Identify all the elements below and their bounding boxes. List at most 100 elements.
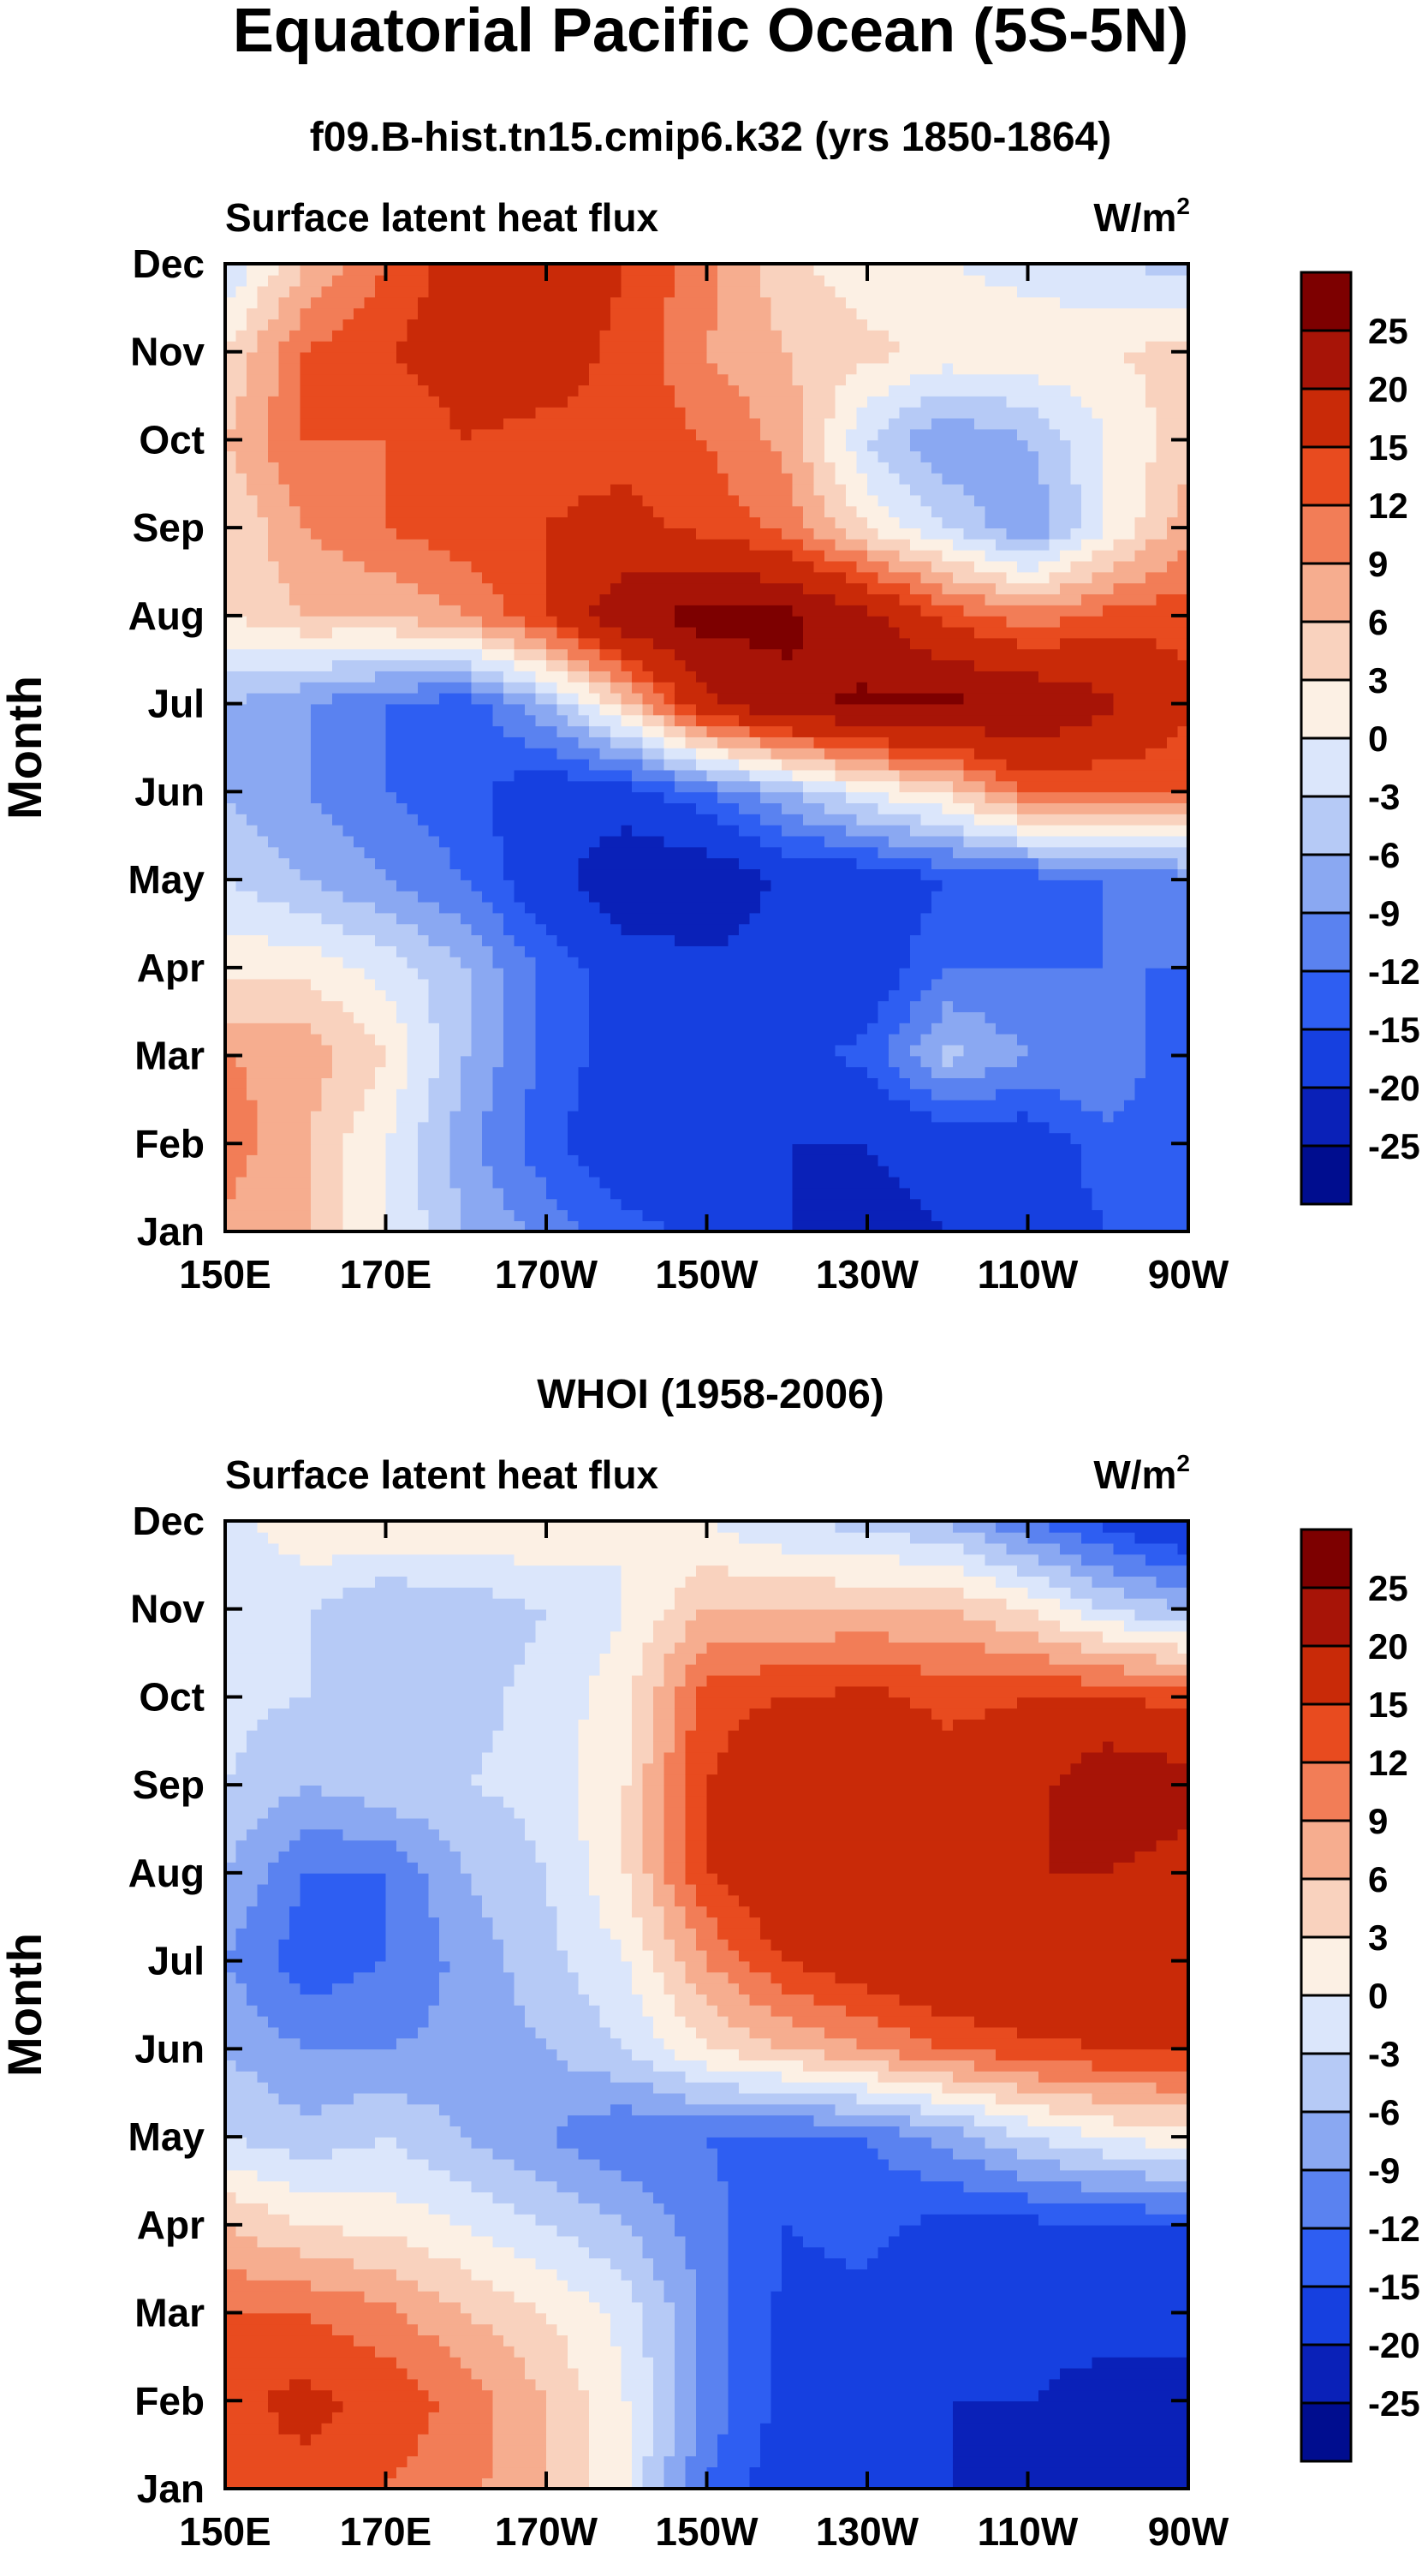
heatmap-cell (428, 560, 440, 573)
heatmap-cell (257, 1000, 269, 1012)
heatmap-cell (428, 615, 440, 628)
heatmap-cell (354, 626, 366, 639)
heatmap-cell (760, 560, 772, 573)
heatmap-cell (621, 1066, 633, 1079)
heatmap-cell (803, 814, 815, 826)
heatmap-cell (461, 385, 473, 397)
heatmap-cell (760, 967, 772, 980)
heatmap-cell (289, 516, 301, 528)
heatmap-cell (268, 330, 280, 342)
heatmap-cell (589, 528, 601, 540)
heatmap-cell (525, 1110, 537, 1123)
heatmap-cell (770, 835, 782, 848)
heatmap-cell (461, 528, 473, 540)
heatmap-cell (621, 791, 633, 803)
heatmap-cell (728, 483, 740, 496)
heatmap-cell (225, 516, 237, 528)
heatmap-cell (675, 615, 687, 628)
heatmap-cell (364, 362, 376, 375)
heatmap-cell (824, 1023, 836, 1035)
heatmap-cell (525, 648, 537, 661)
heatmap-cell (332, 824, 344, 837)
heatmap-cell (300, 934, 312, 946)
heatmap-cell (332, 814, 344, 826)
heatmap-cell (546, 1132, 558, 1145)
heatmap-cell (482, 1088, 494, 1100)
heatmap-cell (696, 901, 708, 914)
heatmap-cell (546, 846, 558, 859)
heatmap-cell (653, 780, 665, 793)
heatmap-cell (471, 307, 483, 319)
heatmap-cell (342, 307, 354, 319)
heatmap-cell (225, 1044, 237, 1057)
heatmap-cell (268, 725, 280, 737)
heatmap-cell (589, 1099, 601, 1112)
heatmap-cell (449, 1033, 461, 1046)
heatmap-cell (514, 780, 526, 793)
heatmap-cell (418, 835, 430, 848)
heatmap-cell (589, 615, 601, 628)
heatmap-cell (556, 648, 568, 661)
heatmap-cell (578, 758, 590, 771)
heatmap-cell (332, 549, 344, 562)
heatmap-cell (418, 264, 430, 276)
heatmap-cell (578, 1220, 590, 1231)
heatmap-cell (813, 285, 825, 298)
heatmap-cell (289, 406, 301, 419)
heatmap-cell (396, 396, 408, 408)
heatmap-cell (642, 857, 654, 870)
heatmap-cell (449, 1198, 461, 1211)
heatmap-cell (782, 671, 794, 683)
heatmap-cell (364, 1121, 376, 1134)
heatmap-cell (428, 428, 440, 441)
heatmap-cell (514, 1143, 526, 1155)
heatmap-cell (813, 406, 825, 419)
heatmap-cell (685, 319, 697, 331)
heatmap-cell (653, 462, 665, 474)
heatmap-cell (739, 340, 751, 353)
heatmap-cell (621, 605, 633, 617)
heatmap-cell (578, 880, 590, 891)
heatmap-cell (824, 1198, 836, 1211)
heatmap-cell (428, 912, 440, 925)
heatmap-cell (439, 615, 451, 628)
heatmap-cell (782, 1023, 794, 1035)
heatmap-cell (492, 1187, 504, 1200)
heatmap-cell (824, 1088, 836, 1100)
heatmap-cell (311, 1011, 323, 1023)
heatmap-cell (546, 1121, 558, 1134)
heatmap-cell (247, 989, 259, 1002)
heatmap-cell (439, 835, 451, 848)
heatmap-cell (311, 1220, 323, 1231)
heatmap-cell (568, 1143, 580, 1155)
heatmap-cell (685, 351, 697, 364)
heatmap-cell (696, 1000, 708, 1012)
heatmap-cell (354, 648, 366, 661)
heatmap-cell (461, 1176, 473, 1189)
heatmap-cell (482, 1176, 494, 1189)
heatmap-cell (407, 1209, 419, 1221)
heatmap-cell (449, 539, 461, 551)
heatmap-cell (632, 1110, 644, 1123)
heatmap-cell (268, 835, 280, 848)
heatmap-cell (824, 1220, 836, 1231)
heatmap-cell (568, 582, 580, 595)
heatmap-cell (824, 857, 836, 870)
heatmap-cell (525, 835, 537, 848)
heatmap-cell (749, 351, 761, 364)
heatmap-cell (407, 462, 419, 474)
heatmap-cell (568, 1011, 580, 1023)
heatmap-cell (235, 428, 247, 441)
heatmap-cell (235, 340, 247, 353)
heatmap-cell (663, 264, 675, 276)
heatmap-cell (653, 582, 665, 595)
heatmap-cell (792, 396, 804, 408)
heatmap-cell (535, 648, 547, 661)
heatmap-cell (642, 1033, 654, 1046)
heatmap-cell (568, 703, 580, 716)
heatmap-cell (642, 1011, 654, 1023)
heatmap-cell (728, 791, 740, 803)
heatmap-cell (257, 1066, 269, 1079)
heatmap-cell (610, 1099, 622, 1112)
heatmap-cell (803, 736, 815, 748)
